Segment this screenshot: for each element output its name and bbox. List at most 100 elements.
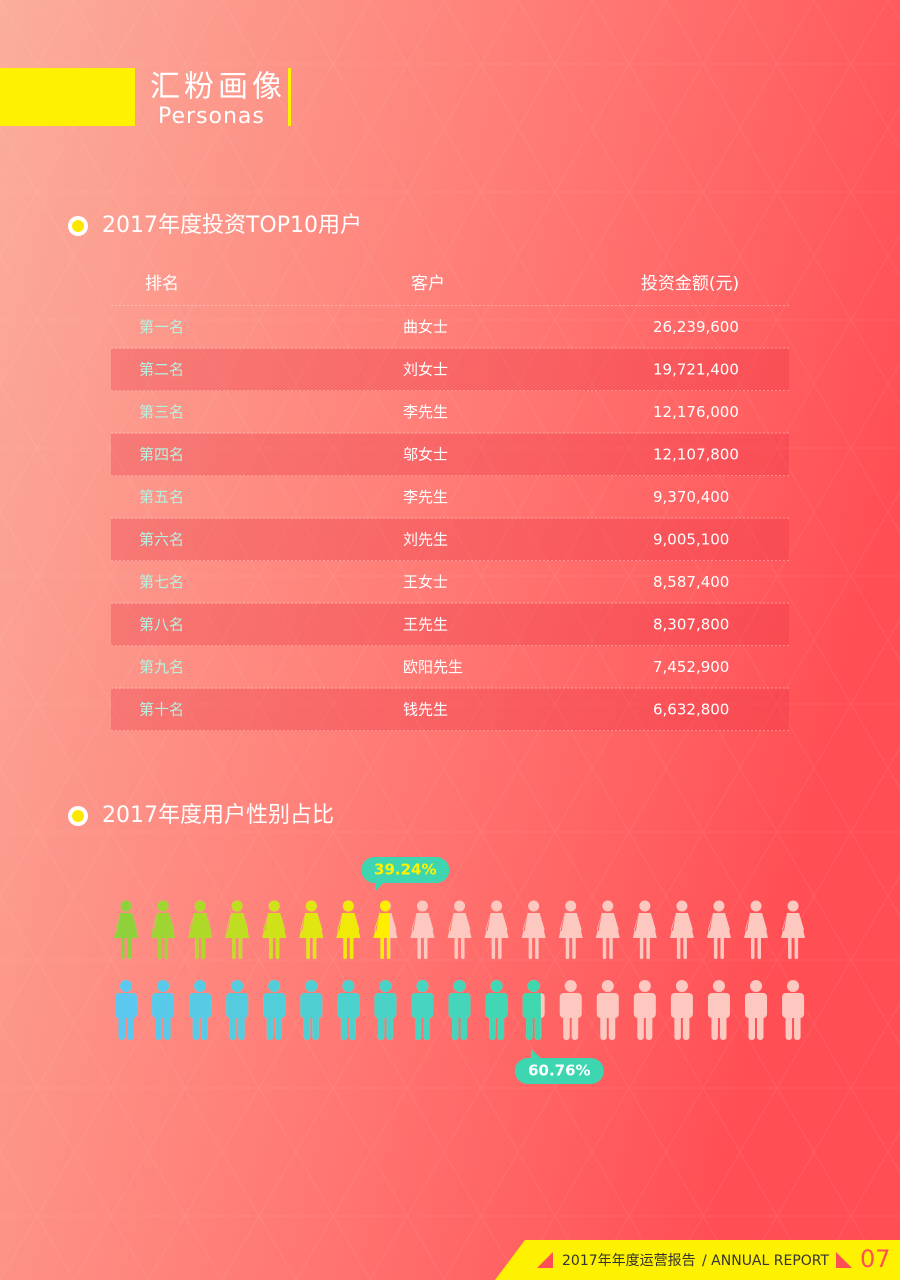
person-icon xyxy=(750,900,762,912)
person-icon-filled xyxy=(380,937,384,959)
person-icon-filled xyxy=(194,980,207,992)
person-icon-filled xyxy=(266,1013,274,1040)
customer: 李先生 xyxy=(403,403,448,421)
callout xyxy=(514,1058,604,1084)
customer: 王先生 xyxy=(403,615,448,633)
person-icon xyxy=(563,1013,570,1040)
person-icon xyxy=(713,900,725,912)
person-icon xyxy=(676,937,681,959)
person-icon xyxy=(720,937,724,959)
person-icon-filled xyxy=(121,937,125,959)
person-icon-filled xyxy=(275,1013,282,1040)
person-icon xyxy=(528,937,533,959)
person-icon xyxy=(596,993,619,1018)
rank: 第七名 xyxy=(139,573,184,591)
amount: 9,005,100 xyxy=(653,530,729,548)
person-icon-filled xyxy=(374,993,397,1018)
person-icon-filled xyxy=(262,913,287,938)
bullet-dot xyxy=(72,810,84,822)
bullet-dot xyxy=(72,220,84,232)
person-icon xyxy=(416,900,428,912)
person-icon-filled xyxy=(232,937,236,959)
rank: 第四名 xyxy=(139,445,184,463)
header-subtitle: Personas xyxy=(158,104,265,129)
callout-label: 60.76% xyxy=(528,1062,590,1080)
person-icon-filled xyxy=(312,937,317,959)
person-icon xyxy=(565,937,570,959)
person-icon xyxy=(787,900,799,912)
amount: 9,370,400 xyxy=(653,488,729,506)
person-icon xyxy=(751,937,755,959)
person-icon xyxy=(602,900,614,912)
person-icon xyxy=(683,937,687,959)
person-icon xyxy=(675,980,688,992)
customer: 刘先生 xyxy=(403,530,448,548)
person-icon-filled xyxy=(305,980,318,992)
person-icon-filled xyxy=(194,900,206,912)
person-icon xyxy=(706,913,731,938)
customer: 钱先生 xyxy=(403,700,448,718)
customer: 刘女士 xyxy=(403,360,448,378)
rank: 第五名 xyxy=(139,488,184,506)
person-icon-filled xyxy=(226,993,249,1018)
rank: 第六名 xyxy=(139,530,184,548)
person-icon-filled xyxy=(373,913,390,938)
person-icon xyxy=(498,937,502,959)
person-icon-filled xyxy=(526,1013,533,1040)
person-icon xyxy=(601,980,614,992)
row-band xyxy=(111,348,789,391)
person-icon xyxy=(646,937,650,959)
person-icon-filled xyxy=(386,937,390,959)
person-icon xyxy=(719,1013,727,1040)
person-icon xyxy=(757,937,762,959)
footer-title: 2017年年度运营报告 xyxy=(562,1253,696,1269)
person-icon xyxy=(745,993,768,1018)
person-icon-filled xyxy=(490,980,503,992)
person-icon-filled xyxy=(120,980,132,992)
person-icon-filled xyxy=(453,980,466,992)
person-icon xyxy=(713,937,718,959)
section-heading: 2017年度用户性别占比 xyxy=(102,803,334,828)
person-icon-filled xyxy=(164,937,169,959)
rank: 第三名 xyxy=(139,403,184,421)
person-icon-filled xyxy=(268,900,280,912)
person-icon xyxy=(645,1013,653,1040)
person-icon xyxy=(639,937,644,959)
person-icon xyxy=(423,937,428,959)
person-icon-filled xyxy=(534,1013,541,1040)
person-icon-filled xyxy=(155,1013,163,1040)
person-icon-filled xyxy=(115,993,137,1018)
person-icon xyxy=(410,913,435,938)
person-icon-filled xyxy=(343,937,347,959)
person-icon-filled xyxy=(157,900,169,912)
person-icon xyxy=(670,993,693,1018)
person-icon-filled xyxy=(414,1013,422,1040)
person-icon-filled xyxy=(120,900,132,912)
header-divider xyxy=(288,68,291,126)
callout xyxy=(361,857,450,883)
gender-chart: 39.24% 60.76% xyxy=(114,857,806,1084)
person-icon-filled xyxy=(157,980,170,992)
person-icon-filled xyxy=(452,1013,459,1040)
person-icon xyxy=(707,993,730,1018)
customer: 王女士 xyxy=(403,573,448,591)
person-icon xyxy=(757,1013,764,1040)
person-icon xyxy=(682,1013,690,1040)
person-icon-filled xyxy=(299,913,324,938)
person-icon xyxy=(491,900,503,912)
person-icon-filled xyxy=(269,937,273,959)
person-icon-filled xyxy=(300,993,323,1018)
page-number: 07 xyxy=(860,1245,891,1273)
amount: 19,721,400 xyxy=(653,360,739,378)
person-icon-filled xyxy=(336,913,361,938)
person-icon-filled xyxy=(379,980,392,992)
person-icon xyxy=(637,1013,644,1040)
person-icon xyxy=(454,900,466,912)
column-header: 客户 xyxy=(411,274,445,294)
callout-pointer xyxy=(375,881,386,891)
person-icon xyxy=(711,1013,718,1040)
amount: 12,176,000 xyxy=(653,403,739,421)
person-icon xyxy=(750,980,763,992)
